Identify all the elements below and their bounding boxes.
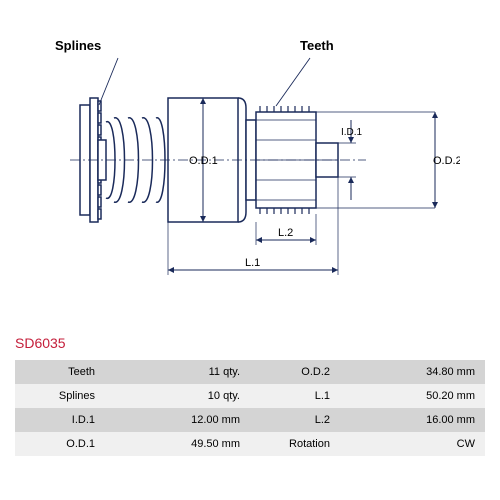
spec-row: Teeth11 qty.O.D.234.80 mm: [15, 360, 485, 384]
spec-row: Splines10 qty.L.150.20 mm: [15, 384, 485, 408]
spec-key: L.2: [250, 414, 340, 426]
spec-key: O.D.1: [15, 438, 105, 450]
spec-row: I.D.112.00 mmL.216.00 mm: [15, 408, 485, 432]
svg-text:O.D.2: O.D.2: [433, 155, 460, 167]
spec-val: 16.00 mm: [340, 414, 485, 426]
svg-text:I.D.1: I.D.1: [341, 127, 363, 138]
svg-text:O.D.1: O.D.1: [189, 155, 218, 167]
spec-key: O.D.2: [250, 366, 340, 378]
svg-text:L.2: L.2: [278, 227, 293, 239]
spec-key: L.1: [250, 390, 340, 402]
spec-table: Teeth11 qty.O.D.234.80 mmSplines10 qty.L…: [15, 360, 485, 456]
spec-val: 12.00 mm: [105, 414, 250, 426]
spec-val: 11 qty.: [105, 366, 250, 378]
spec-key: Splines: [15, 390, 105, 402]
spec-val: 50.20 mm: [340, 390, 485, 402]
spec-row: O.D.149.50 mmRotationCW: [15, 432, 485, 456]
teeth-label: Teeth: [300, 38, 334, 53]
spec-key: I.D.1: [15, 414, 105, 426]
spec-key: Teeth: [15, 366, 105, 378]
spec-val: 10 qty.: [105, 390, 250, 402]
svg-text:L.1: L.1: [245, 257, 260, 269]
spec-val: 34.80 mm: [340, 366, 485, 378]
technical-drawing: O.D.1 I.D.1 O.D.2 L.2 L.1: [40, 30, 460, 310]
splines-label: Splines: [55, 38, 101, 53]
spec-key: Rotation: [250, 438, 340, 450]
spec-val: 49.50 mm: [105, 438, 250, 450]
spec-val: CW: [340, 438, 485, 450]
part-code: SD6035: [15, 335, 66, 351]
